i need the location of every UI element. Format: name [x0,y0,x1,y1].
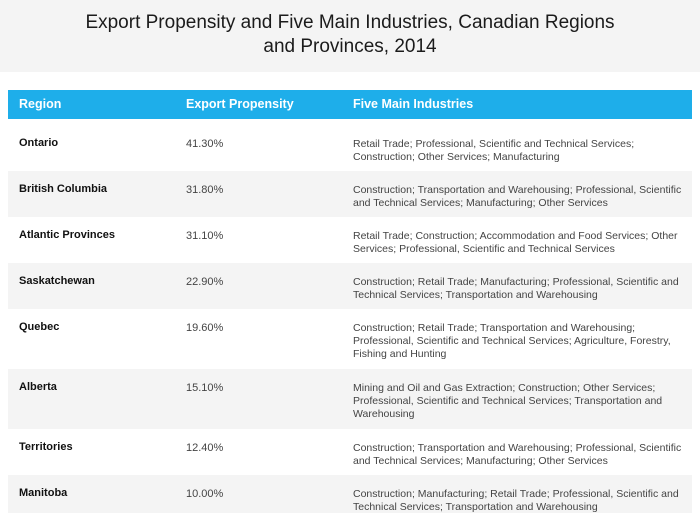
row-export-propensity: 19.60% [186,322,224,334]
table-row: British Columbia 31.80% Construction; Tr… [8,171,692,217]
row-region: Ontario [19,137,59,149]
table-row: Alberta 15.10% Mining and Oil and Gas Ex… [8,369,692,429]
table-row: Saskatchewan 22.90% Construction; Retail… [8,263,692,309]
row-industries: Construction; Retail Trade; Transportati… [353,322,671,360]
row-export-propensity: 31.80% [186,184,224,196]
table-row: Quebec 19.60% Construction; Retail Trade… [8,309,692,369]
title-line-2: and Provinces, 2014 [263,36,437,57]
table-row: Territories 12.40% Construction; Transpo… [8,429,692,475]
row-region: Alberta [19,381,57,393]
header-region: Region [19,97,62,111]
header-export-propensity: Export Propensity [186,97,294,111]
row-region: Manitoba [19,487,68,499]
table-header: Region Export Propensity Five Main Indus… [8,90,692,119]
row-industries: Construction; Retail Trade; Manufacturin… [353,276,679,301]
export-table: Region Export Propensity Five Main Indus… [8,90,692,513]
row-industries: Construction; Manufacturing; Retail Trad… [353,488,679,513]
row-export-propensity: 31.10% [186,230,224,242]
table-row: Atlantic Provinces 31.10% Retail Trade; … [8,217,692,263]
row-export-propensity: 10.00% [186,488,224,500]
title-line-1: Export Propensity and Five Main Industri… [85,12,615,33]
row-export-propensity: 41.30% [186,138,224,150]
row-industries: Construction; Transportation and Warehou… [353,184,682,209]
row-export-propensity: 22.90% [186,276,224,288]
row-industries: Retail Trade; Construction; Accommodatio… [353,230,678,255]
row-region: Saskatchewan [19,275,95,287]
row-export-propensity: 15.10% [186,382,224,394]
row-region: Territories [19,441,73,453]
table-row: Ontario 41.30% Retail Trade; Professiona… [8,125,692,171]
row-export-propensity: 12.40% [186,442,224,454]
title-band [0,0,700,72]
row-industries: Retail Trade; Professional, Scientific a… [353,138,635,163]
row-region: Atlantic Provinces [19,229,115,241]
page-title: Export Propensity and Five Main Industri… [0,11,700,59]
row-industries: Mining and Oil and Gas Extraction; Const… [353,382,663,420]
row-region: Quebec [19,321,60,333]
header-five-main-industries: Five Main Industries [353,97,474,111]
table-row: Manitoba 10.00% Construction; Manufactur… [8,475,692,513]
row-region: British Columbia [19,183,108,195]
row-industries: Construction; Transportation and Warehou… [353,442,682,467]
